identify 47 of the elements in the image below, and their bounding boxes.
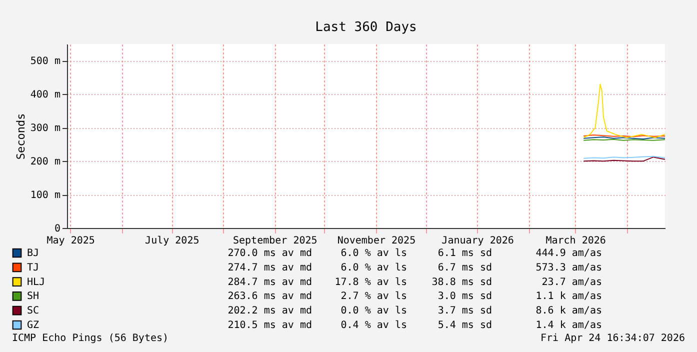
- text: 6.0 % av ls: [340, 248, 407, 259]
- x-tick-label: September 2025: [232, 236, 318, 246]
- text: 6.0 % av ls: [340, 262, 407, 274]
- text: 17.8 % av ls: [334, 276, 407, 288]
- legend-label: SH: [27, 291, 40, 302]
- x-tick-label: July 2025: [145, 236, 200, 246]
- text: 210.5 ms av md: [228, 320, 312, 331]
- text: 1.4 k am/as: [536, 320, 602, 331]
- text: 38.8 ms sd: [432, 276, 492, 288]
- legend-label: HLJ: [27, 276, 46, 288]
- text: 8.6 k am/as: [536, 306, 602, 317]
- text: 284.7 ms av md: [228, 276, 312, 288]
- y-tick-label: 0: [54, 224, 60, 234]
- y-tick-label: 500 m: [30, 56, 60, 68]
- text: 573.3 am/as: [536, 262, 602, 274]
- text: 444.9 am/as: [536, 248, 602, 259]
- text: 1.1 k am/as: [536, 291, 602, 302]
- text: Fri Apr 24 16:34:07 2026: [540, 333, 685, 344]
- text: 270.0 ms av md: [228, 248, 312, 259]
- text: 5.4 ms sd: [438, 320, 492, 331]
- legend-label: BJ: [27, 248, 40, 259]
- text: 2.7 % av ls: [340, 291, 407, 302]
- legend-label: TJ: [27, 262, 40, 274]
- text: ICMP Echo Pings (56 Bytes): [12, 333, 169, 344]
- y-tick-label: 200 m: [30, 156, 60, 168]
- legend-label: GZ: [27, 320, 40, 331]
- line-series: [583, 84, 666, 138]
- text: 3.0 ms sd: [438, 291, 492, 302]
- y-tick-label: 300 m: [30, 123, 60, 134]
- chart-title: Last 360 Days: [315, 20, 417, 35]
- y-tick-label: 400 m: [30, 90, 60, 101]
- y-axis-title: Seconds: [14, 113, 28, 160]
- text: 23.7 am/as: [542, 276, 602, 288]
- text: 6.7 ms sd: [438, 262, 492, 274]
- y-tick-label: 100 m: [30, 190, 60, 202]
- x-tick-label: January 2026: [442, 236, 514, 246]
- x-tick-label: November 2025: [337, 236, 416, 246]
- text: 3.7 ms sd: [438, 306, 492, 317]
- text: 0.4 % av ls: [340, 320, 407, 331]
- text: 6.1 ms sd: [438, 248, 492, 259]
- legend-label: SC: [27, 306, 40, 317]
- text: 274.7 ms av md: [228, 262, 312, 274]
- text: 263.6 ms av md: [228, 291, 312, 302]
- text: 0.0 % av ls: [340, 306, 407, 317]
- x-tick-label: March 2026: [546, 236, 606, 246]
- text: 202.2 ms av md: [228, 306, 312, 317]
- x-tick-label: May 2025: [46, 236, 95, 246]
